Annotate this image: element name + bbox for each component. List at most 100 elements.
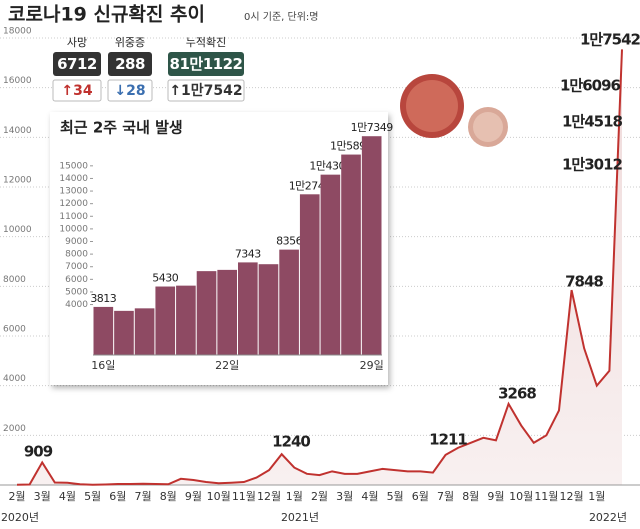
stat-change: ↑34 bbox=[61, 83, 92, 99]
value-label: 7343 bbox=[235, 247, 261, 260]
y-tick-label: 15000 bbox=[59, 161, 88, 171]
inset-title: 최근 2주 국내 발생 bbox=[60, 119, 183, 137]
value-label: 3813 bbox=[90, 292, 116, 305]
title: 코로나19 신규확진 추이 bbox=[8, 3, 205, 26]
y-tick-label: 8000 bbox=[65, 250, 88, 260]
annotation: 909 bbox=[24, 443, 53, 461]
x-tick-label: 1월 bbox=[588, 490, 605, 503]
y-tick-label: 10000 bbox=[59, 224, 88, 234]
y-tick-label: 4000 bbox=[3, 374, 26, 384]
stat-value: 81만1122 bbox=[170, 55, 243, 73]
y-tick-label: 11000 bbox=[59, 212, 88, 222]
x-tick-label: 8월 bbox=[160, 490, 177, 503]
bar bbox=[134, 308, 155, 355]
stat-change-box bbox=[52, 79, 102, 102]
annotation: 1240 bbox=[272, 433, 310, 451]
x-tick-label: 10월 bbox=[207, 490, 231, 503]
value-label: 5430 bbox=[152, 272, 178, 285]
x-tick-label: 1월 bbox=[286, 490, 303, 503]
bar bbox=[299, 194, 320, 355]
area bbox=[17, 49, 622, 486]
y-tick-label: 8000 bbox=[3, 275, 26, 285]
stat-label: 사망 bbox=[67, 36, 87, 49]
bar bbox=[196, 271, 217, 355]
x-tick-label: 22일 bbox=[215, 358, 239, 372]
x-tick-label: 4월 bbox=[59, 490, 76, 503]
x-tick-label: 5월 bbox=[387, 490, 404, 503]
x-tick-label: 2월 bbox=[311, 490, 328, 503]
y-tick-label: 6000 bbox=[65, 275, 88, 285]
stat-change: ↑1만7542 bbox=[169, 83, 242, 99]
annotation: 1만6096 bbox=[560, 77, 621, 95]
x-tick-label: 12월 bbox=[257, 490, 281, 503]
y-tick-label: 14000 bbox=[59, 174, 88, 184]
x-tick-label: 9월 bbox=[185, 490, 202, 503]
subtitle: 0시 기준, 단위:명 bbox=[244, 10, 318, 23]
x-tick-label: 2월 bbox=[8, 490, 25, 503]
x-tick-label: 9월 bbox=[487, 490, 504, 503]
x-tick-label: 7월 bbox=[437, 490, 454, 503]
stat-value: 6712 bbox=[57, 55, 97, 73]
x-tick-label: 8월 bbox=[462, 490, 479, 503]
x-tick-label: 6월 bbox=[109, 490, 126, 503]
bar bbox=[217, 269, 237, 355]
bar bbox=[93, 306, 114, 355]
y-tick-label: 18000 bbox=[3, 27, 32, 37]
inset-chart: 4000 5000 6000 7000 8000 9000 10000 11000 12000 1… bbox=[59, 121, 393, 372]
x-tick-label: 3월 bbox=[336, 490, 353, 503]
x-tick-label: 11월 bbox=[232, 490, 256, 503]
annotation: 1만7542 bbox=[580, 31, 640, 49]
bar bbox=[238, 262, 258, 355]
value-label: 8356 bbox=[276, 235, 302, 248]
stats: 사망 6712 ↑34 위중증 288 ↓28 누적확진 81만1122 ↑1만7542 bbox=[52, 36, 245, 102]
y-tick-label: 12000 bbox=[3, 176, 32, 186]
y-tick-label: 14000 bbox=[3, 126, 32, 136]
x-tick-label: 29일 bbox=[360, 358, 384, 372]
bar bbox=[341, 154, 361, 355]
stat-box bbox=[168, 52, 244, 76]
stat-change-box bbox=[167, 79, 245, 102]
annotation: 1만3012 bbox=[562, 156, 623, 174]
line bbox=[16, 49, 623, 486]
stat-label: 위중증 bbox=[115, 36, 145, 49]
bar bbox=[258, 264, 279, 355]
stat-change: ↓28 bbox=[114, 83, 145, 99]
bar bbox=[114, 310, 134, 355]
x-tick-label: 5월 bbox=[84, 490, 101, 503]
stat-box bbox=[108, 52, 152, 76]
year-label: 2022년 bbox=[589, 511, 627, 524]
x-tick-label: 12월 bbox=[560, 490, 584, 503]
y-tick-label: 9000 bbox=[65, 237, 88, 247]
stat-change-box bbox=[107, 79, 153, 102]
y-tick-label: 12000 bbox=[59, 199, 88, 209]
year-label: 2021년 bbox=[281, 511, 319, 524]
y-tick-label: 10000 bbox=[3, 225, 32, 235]
main-chart: 2000 4000 6000 8000 10000 12000 14000 16000 1800… bbox=[0, 27, 640, 524]
x-tick-label: 4월 bbox=[361, 490, 378, 503]
y-tick-label: 13000 bbox=[59, 187, 88, 197]
y-tick-label: 16000 bbox=[3, 76, 32, 86]
y-tick-label: 2000 bbox=[3, 424, 26, 434]
value-label: 1만7349 bbox=[351, 121, 394, 134]
virus-icons bbox=[400, 74, 508, 147]
stat-box bbox=[53, 52, 101, 76]
annotation: 3268 bbox=[498, 385, 536, 403]
y-tick-label: 7000 bbox=[65, 262, 88, 272]
x-tick-label: 16일 bbox=[91, 358, 115, 372]
annotation: 7848 bbox=[565, 273, 603, 291]
stat-label: 누적확진 bbox=[186, 36, 226, 49]
stat-value: 288 bbox=[115, 55, 145, 73]
x-tick-label: 10월 bbox=[509, 490, 533, 503]
bar bbox=[279, 249, 299, 355]
bar bbox=[155, 286, 176, 355]
bar bbox=[320, 174, 341, 355]
annotation: 1211 bbox=[429, 431, 467, 449]
x-tick-label: 11월 bbox=[534, 490, 558, 503]
year-label: 2020년 bbox=[1, 511, 39, 524]
annotation: 1만4518 bbox=[562, 113, 623, 131]
bar bbox=[176, 285, 196, 355]
x-tick-label: 3월 bbox=[34, 490, 51, 503]
x-tick-label: 7월 bbox=[134, 490, 151, 503]
y-tick-label: 5000 bbox=[65, 287, 88, 297]
